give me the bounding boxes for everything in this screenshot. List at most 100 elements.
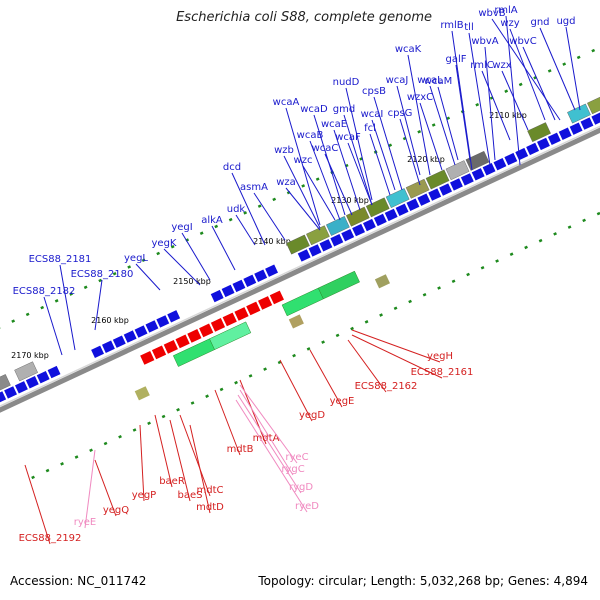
forward-gene-leader-ugd <box>565 26 581 111</box>
gene-feature-segment <box>286 234 310 255</box>
scale-tick-outer <box>243 211 248 215</box>
green-gene-block <box>317 270 360 300</box>
scale-tick-inner <box>263 367 267 371</box>
scale-tick-inner <box>205 394 209 398</box>
forward-gene-label-wzb: wzb <box>274 145 294 156</box>
scale-tick-inner <box>350 326 354 331</box>
scale-tick-outer <box>272 197 277 202</box>
scale-tick-outer <box>417 130 422 134</box>
forward-gene-leader-rmla <box>505 15 521 166</box>
scale-tick-inner <box>219 387 224 392</box>
rna-gene-label-ryec: ryeC <box>285 452 308 463</box>
forward-gene-leader-wza <box>285 187 321 231</box>
forward-gene-leader-rmlc <box>481 70 511 141</box>
scale-tick-inner <box>335 333 340 338</box>
forward-gene-leader-wbva <box>484 46 496 161</box>
forward-gene-label-ecs88-2182: ECS88_2182 <box>13 286 76 297</box>
forward-gene-leader-rmlb <box>451 30 473 171</box>
forward-gene-label-wzxc: wzxC <box>407 92 433 103</box>
forward-gene-label-cpsb: cpsB <box>362 86 386 97</box>
rna-gene-leader-ryec <box>239 384 298 464</box>
reverse-gene-label-yegd: yegD <box>299 410 325 421</box>
gene-feature-segment <box>425 169 450 190</box>
forward-gene-label-wcaa: wcaA <box>273 97 300 108</box>
forward-gene-arrow <box>352 223 366 237</box>
forward-gene-arrow <box>4 386 17 399</box>
forward-gene-label-wza: wza <box>276 177 296 188</box>
forward-gene-leader-wcaf <box>347 142 373 206</box>
forward-gene-arrow <box>254 269 268 282</box>
scale-tick-outer <box>112 272 117 276</box>
forward-gene-leader-ecs88-2182 <box>43 296 63 356</box>
forward-gene-label-ecs88-2181: ECS88_2181 <box>29 254 92 265</box>
reverse-gene-label-yegq: yegQ <box>103 505 129 516</box>
scale-tick-inner <box>147 421 151 426</box>
scale-tick-inner <box>60 462 64 466</box>
reverse-gene-arrow <box>140 351 155 365</box>
forward-gene-arrow <box>145 320 159 333</box>
forward-gene-arrow <box>460 173 474 186</box>
rna-gene-leader-ryee <box>84 449 96 529</box>
reverse-gene-leader-ecs88-2161 <box>351 334 443 379</box>
forward-gene-arrow <box>482 163 496 176</box>
forward-gene-arrow <box>210 289 224 303</box>
forward-gene-leader-nudd <box>345 87 373 201</box>
scale-label-2130-kbp: 2130 kbp <box>331 196 369 205</box>
scale-tick-inner <box>234 380 238 385</box>
forward-gene-arrow <box>547 132 561 146</box>
forward-gene-leader-wcaj <box>396 85 421 176</box>
forward-gene-label-galf: galF <box>445 54 466 65</box>
reverse-gene-label-mdtd: mdtD <box>196 502 224 513</box>
gene-feature-segment <box>405 178 430 199</box>
scale-tick-inner <box>132 428 137 432</box>
forward-gene-leader-gmd <box>343 114 373 206</box>
forward-gene-leader-gnd <box>539 27 576 111</box>
forward-gene-arrow <box>471 168 485 181</box>
forward-gene-arrow <box>134 325 148 338</box>
forward-gene-leader-wcac <box>324 153 353 216</box>
forward-gene-arrow <box>515 147 529 161</box>
forward-gene-label-rmlc: rmlC <box>470 60 493 71</box>
reverse-gene-label-yegh: yegH <box>427 351 453 362</box>
forward-gene-arrow <box>47 365 61 379</box>
forward-gene-arrow <box>243 274 257 288</box>
forward-gene-leader-tll <box>468 32 491 166</box>
scale-tick-inner <box>422 293 427 297</box>
reverse-gene-arrow <box>234 307 249 321</box>
scale-tick-outer <box>40 305 45 310</box>
scale-tick-outer <box>69 292 74 296</box>
scale-tick-outer <box>98 278 103 283</box>
forward-gene-arrow <box>493 157 507 171</box>
olive-gene-block <box>374 274 390 289</box>
scale-tick-inner <box>379 313 383 317</box>
forward-gene-label-wzx: wzx <box>492 60 511 71</box>
scale-tick-inner <box>495 259 499 263</box>
forward-gene-arrow <box>297 249 311 262</box>
scale-tick-outer <box>228 217 233 222</box>
scale-tick-inner <box>466 272 470 277</box>
reverse-gene-arrow <box>210 318 226 332</box>
forward-gene-arrow <box>36 370 50 384</box>
forward-gene-arrow <box>167 310 181 323</box>
forward-gene-label-gnd: gnd <box>530 17 549 28</box>
scale-tick-outer <box>591 48 596 53</box>
scale-tick-inner <box>321 340 325 344</box>
forward-gene-label-cpsg: cpsG <box>388 108 413 119</box>
scale-tick-outer <box>388 143 393 148</box>
scale-tick-inner <box>89 448 93 453</box>
forward-gene-leader-wcab <box>309 140 341 221</box>
reverse-gene-leader-yegp <box>139 424 145 502</box>
scale-tick-inner <box>190 401 195 405</box>
scale-tick-outer <box>199 231 204 235</box>
forward-gene-leader-alka <box>211 225 236 271</box>
reverse-gene-label-ecs88-2162: ECS88_2162 <box>355 381 418 392</box>
forward-gene-leader-wcai <box>371 119 396 191</box>
forward-gene-leader-wzy <box>509 28 546 121</box>
forward-gene-arrow <box>221 284 235 298</box>
scale-tick-inner <box>292 353 296 358</box>
scale-tick-inner <box>509 252 514 256</box>
forward-gene-arrow <box>112 335 126 348</box>
forward-gene-label-wzc: wzc <box>294 155 313 166</box>
reverse-gene-arrow <box>187 329 202 343</box>
